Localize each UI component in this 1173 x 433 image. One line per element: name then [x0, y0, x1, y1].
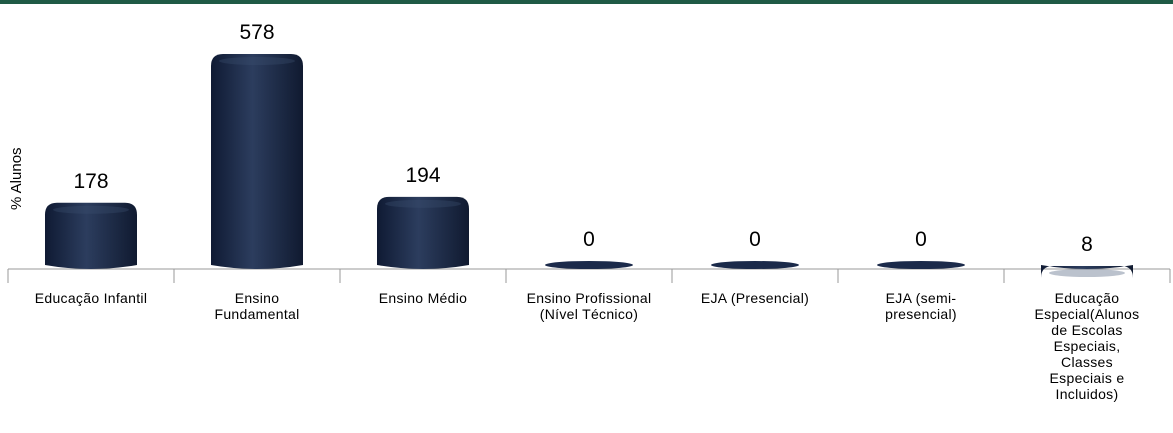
- data-label: 578: [239, 21, 274, 44]
- category-label: EJA (semi-presencial): [885, 290, 957, 322]
- category-label: EJA (Presencial): [700, 290, 810, 306]
- data-label: 178: [73, 170, 108, 193]
- data-label: 0: [915, 228, 927, 251]
- data-label: 8: [1081, 233, 1093, 256]
- category-label: Ensino Médio: [378, 290, 468, 306]
- category-label: Educação Especial(Alunos de Escolas Espe…: [1034, 290, 1140, 402]
- data-label: 194: [405, 164, 440, 187]
- category-label: Ensino Fundamental: [214, 290, 300, 322]
- bar: [1041, 265, 1133, 279]
- bar: [211, 54, 303, 269]
- bar: [711, 261, 799, 269]
- category-label: Ensino Profissional (Nível Técnico): [526, 290, 652, 322]
- data-label: 0: [749, 228, 761, 251]
- bar: [545, 261, 633, 269]
- bar: [877, 261, 965, 269]
- data-label: 0: [583, 228, 595, 251]
- top-accent-bar: [0, 0, 1173, 4]
- bar: [45, 202, 137, 269]
- bar: [377, 196, 469, 269]
- category-label: Educação Infantil: [34, 290, 148, 306]
